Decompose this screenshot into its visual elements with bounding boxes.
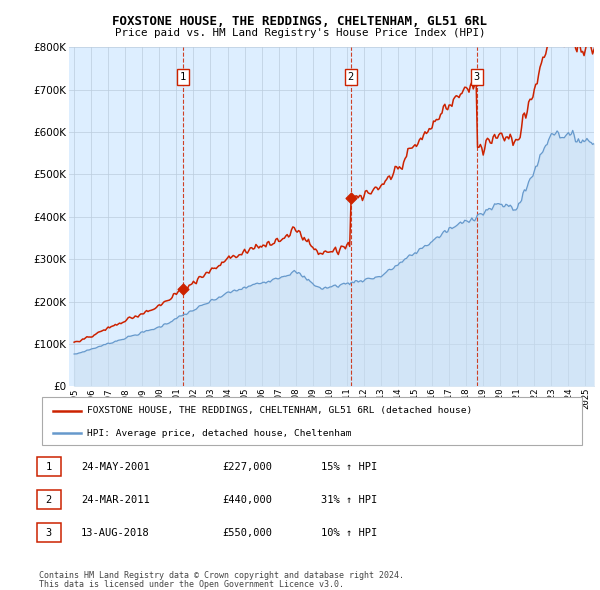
Text: £440,000: £440,000 (222, 495, 272, 504)
Text: 15% ↑ HPI: 15% ↑ HPI (321, 462, 377, 471)
Text: Contains HM Land Registry data © Crown copyright and database right 2024.: Contains HM Land Registry data © Crown c… (39, 571, 404, 581)
Text: 1: 1 (179, 72, 186, 82)
Text: £550,000: £550,000 (222, 528, 272, 537)
Text: 1: 1 (46, 462, 52, 471)
Text: 24-MAR-2011: 24-MAR-2011 (81, 495, 150, 504)
Text: £227,000: £227,000 (222, 462, 272, 471)
Text: 10% ↑ HPI: 10% ↑ HPI (321, 528, 377, 537)
Text: 24-MAY-2001: 24-MAY-2001 (81, 462, 150, 471)
Text: HPI: Average price, detached house, Cheltenham: HPI: Average price, detached house, Chel… (87, 429, 352, 438)
Point (346, 193, 355, 202)
Point (178, 284, 187, 294)
Text: 3: 3 (473, 72, 480, 82)
Text: 31% ↑ HPI: 31% ↑ HPI (321, 495, 377, 504)
Text: This data is licensed under the Open Government Licence v3.0.: This data is licensed under the Open Gov… (39, 579, 344, 589)
Text: 2: 2 (46, 495, 52, 504)
Text: Price paid vs. HM Land Registry's House Price Index (HPI): Price paid vs. HM Land Registry's House … (115, 28, 485, 38)
Text: 2: 2 (347, 72, 354, 82)
Text: 3: 3 (46, 528, 52, 537)
Text: 13-AUG-2018: 13-AUG-2018 (81, 528, 150, 537)
Text: FOXSTONE HOUSE, THE REDDINGS, CHELTENHAM, GL51 6RL: FOXSTONE HOUSE, THE REDDINGS, CHELTENHAM… (113, 15, 487, 28)
Text: FOXSTONE HOUSE, THE REDDINGS, CHELTENHAM, GL51 6RL (detached house): FOXSTONE HOUSE, THE REDDINGS, CHELTENHAM… (87, 406, 472, 415)
Point (472, 76, 482, 85)
